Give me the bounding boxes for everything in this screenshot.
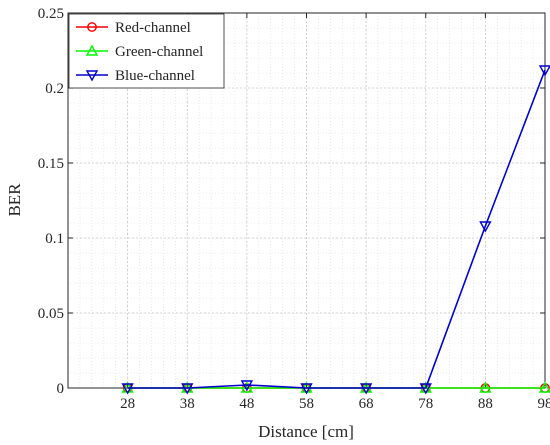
data-point-blue-channel (181, 383, 194, 395)
x-tick-label: 48 (239, 396, 254, 412)
x-axis-label: Distance [cm] (258, 422, 354, 441)
data-point-green-channel (479, 381, 492, 393)
x-tick-label: 98 (538, 396, 550, 412)
x-tick-label: 78 (418, 396, 433, 412)
data-point-blue-channel (479, 221, 492, 233)
data-point-blue-channel (121, 383, 134, 395)
y-tick-label: 0.2 (45, 81, 64, 97)
legend-label-blue-channel: Blue-channel (115, 68, 195, 84)
legend-marker-red-channel (87, 22, 97, 32)
x-tick-label: 28 (120, 396, 135, 412)
y-axis-label: BER (5, 183, 24, 217)
x-tick-label: 38 (180, 396, 195, 412)
y-tick-label: 0.15 (38, 156, 64, 172)
data-point-blue-channel (419, 383, 432, 395)
legend-label-green-channel: Green-channel (115, 44, 203, 60)
data-point-blue-channel (300, 383, 313, 395)
data-point-blue-channel (240, 380, 254, 392)
y-tick-label: 0.05 (38, 306, 64, 322)
legend: Red-channel Green-channel Blue-channel (68, 13, 225, 89)
data-point-green-channel (538, 381, 550, 393)
x-tick-label: 88 (478, 396, 493, 412)
data-point-blue-channel (538, 65, 550, 77)
y-tick-label: 0.25 (38, 6, 64, 22)
y-tick-label: 0 (57, 381, 65, 397)
series-line-blue-channel (127, 69, 546, 389)
legend-label-red-channel: Red-channel (115, 20, 191, 36)
grid (68, 13, 546, 388)
series-lines (121, 65, 550, 395)
legend-marker-green-channel (85, 44, 99, 56)
data-point-green-channel (240, 381, 254, 393)
x-tick-label: 58 (299, 396, 314, 412)
data-point-blue-channel (359, 383, 373, 395)
legend-marker-blue-channel (85, 70, 99, 82)
x-tick-label: 68 (359, 396, 374, 412)
y-tick-label: 0.1 (45, 231, 64, 247)
